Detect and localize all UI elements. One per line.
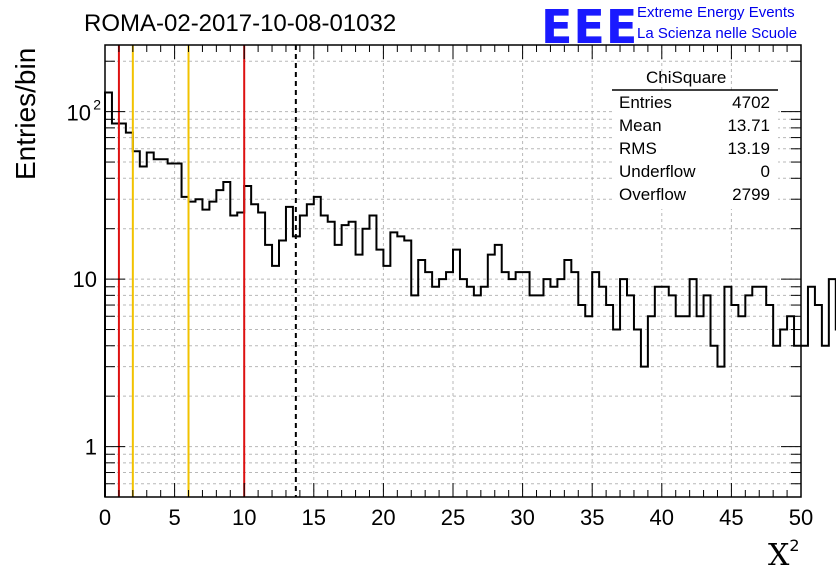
x-tick-label: 0 xyxy=(99,505,111,530)
x-tick-label: 50 xyxy=(789,505,813,530)
x-tick-label: 25 xyxy=(441,505,465,530)
eee-logo: EEE xyxy=(541,0,639,54)
histogram-bars xyxy=(104,91,836,497)
stats-row-value: 4702 xyxy=(732,93,770,112)
y-tick-label-exponent: 2 xyxy=(93,97,101,113)
grid-lines xyxy=(105,45,801,498)
stats-row-value: 13.19 xyxy=(727,139,770,158)
stats-row-value: 2799 xyxy=(732,185,770,204)
stats-title: ChiSquare xyxy=(646,68,727,87)
stats-box xyxy=(612,89,778,209)
y-tick-label: 10 xyxy=(73,267,97,292)
x-tick-label: 15 xyxy=(302,505,326,530)
x-tick-label: 10 xyxy=(232,505,256,530)
x-axis-label-exponent: 2 xyxy=(789,536,800,555)
axis-ticks xyxy=(104,45,802,498)
stats-row-label: RMS xyxy=(619,139,657,158)
x-axis-label: X2 xyxy=(768,536,800,573)
stats-row-label: Mean xyxy=(619,116,662,135)
marker-lines xyxy=(117,45,297,497)
y-tick-label: 1 xyxy=(85,435,97,460)
histogram-path xyxy=(104,91,836,497)
stats-row-value: 13.71 xyxy=(727,116,770,135)
x-tick-label: 30 xyxy=(510,505,534,530)
stats-background xyxy=(612,91,778,209)
y-axis-label: Entries/bin xyxy=(10,47,41,180)
y-tick-label: 10 xyxy=(67,101,91,126)
x-tick-label: 5 xyxy=(168,505,180,530)
stats-row-label: Underflow xyxy=(619,162,696,181)
x-tick-label: 45 xyxy=(719,505,743,530)
stats-row-value: 0 xyxy=(760,162,770,181)
x-tick-label: 40 xyxy=(650,505,674,530)
x-tick-label: 35 xyxy=(580,505,604,530)
stats-row-label: Overflow xyxy=(619,185,687,204)
run-title: ROMA-02-2017-10-08-01032 xyxy=(84,10,397,37)
x-tick-label: 20 xyxy=(371,505,395,530)
stats-row-label: Entries xyxy=(619,93,672,112)
x-axis-label-text: X xyxy=(768,538,790,573)
logo-line-2: La Scienza nelle Scuole xyxy=(637,25,798,42)
logo-line-1: Extreme Energy Events xyxy=(637,4,795,21)
